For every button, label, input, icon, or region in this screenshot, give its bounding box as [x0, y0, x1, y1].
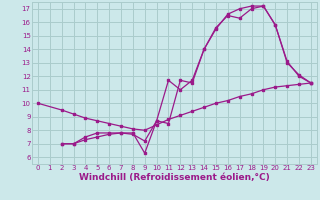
X-axis label: Windchill (Refroidissement éolien,°C): Windchill (Refroidissement éolien,°C) — [79, 173, 270, 182]
